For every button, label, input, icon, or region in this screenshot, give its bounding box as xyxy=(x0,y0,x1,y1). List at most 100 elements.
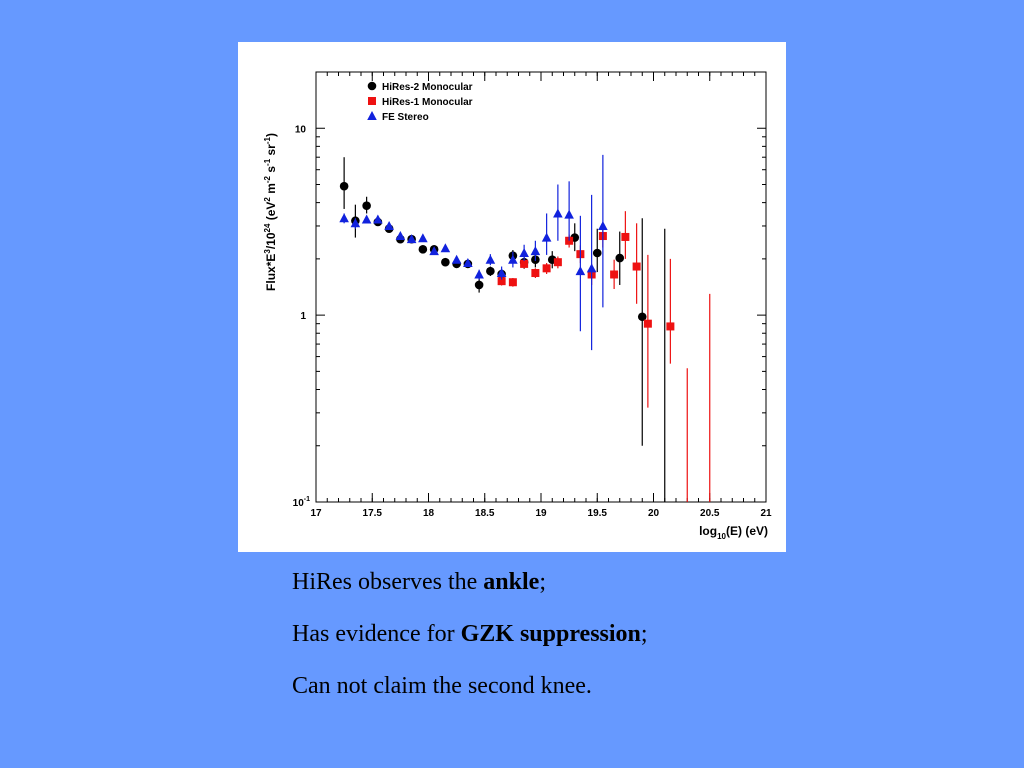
data-point xyxy=(508,278,517,287)
x-axis-title-rest: (E) (eV) xyxy=(726,524,768,538)
data-point xyxy=(610,270,619,279)
x-axis-title-sub: 10 xyxy=(717,532,726,541)
data-point xyxy=(497,277,506,286)
caption-line-2-text: Has evidence for xyxy=(292,621,461,647)
caption-line-1-end: ; xyxy=(539,569,546,595)
series-triangle xyxy=(339,154,608,351)
data-point xyxy=(592,248,602,258)
data-point xyxy=(339,181,349,191)
x-tick-label: 18 xyxy=(423,508,435,519)
data-point xyxy=(418,245,428,254)
data-point xyxy=(586,263,597,273)
y-axis-title: Flux*E3/1024 (eV2 m-2 s-1 sr-1) xyxy=(263,133,278,291)
y-axis-title-part: -2 xyxy=(263,175,272,183)
data-point xyxy=(441,257,450,267)
caption: HiRes observes the ankle; Has evidence f… xyxy=(292,570,648,698)
x-tick-label: 19 xyxy=(535,508,547,519)
y-axis-title-part: (eV xyxy=(264,202,278,224)
data-point xyxy=(575,266,586,276)
data-point xyxy=(598,220,608,230)
y-tick-exponent: -1 xyxy=(304,496,310,503)
data-point xyxy=(440,243,451,253)
data-point xyxy=(519,248,529,258)
caption-line-gzk: Has evidence for GZK suppression; xyxy=(292,622,648,646)
data-point xyxy=(564,209,574,219)
data-point xyxy=(350,218,361,228)
data-point xyxy=(451,254,462,264)
caption-line-2-end: ; xyxy=(640,621,648,647)
x-tick-label: 17.5 xyxy=(363,508,383,519)
legend-marker xyxy=(367,111,377,120)
y-tick-label: 1 xyxy=(300,311,306,322)
y-axis-title-part: ) xyxy=(264,133,278,137)
data-point xyxy=(406,234,417,244)
x-axis-title: log10(E) (eV) xyxy=(699,524,768,541)
caption-line-2-bold: GZK suppression xyxy=(460,621,641,647)
data-point xyxy=(531,269,540,278)
axis-ticks: 17 17.5 18 18.5 19 19.5 20 20.5 21 10 1 10-1 xyxy=(293,71,772,519)
y-tick-label: 10-1 xyxy=(293,496,310,509)
data-point xyxy=(474,280,484,290)
data-point xyxy=(542,264,551,273)
data-point xyxy=(553,258,562,267)
y-axis-title-part: sr xyxy=(264,144,278,159)
y-tick-label: 10 xyxy=(295,124,307,135)
legend-marker xyxy=(367,81,377,91)
series-circle xyxy=(339,157,666,502)
chart-panel: 17 17.5 18 18.5 19 19.5 20 20.5 21 10 1 10-1 HiRes-… xyxy=(238,42,786,552)
x-tick-label: 21 xyxy=(760,508,772,519)
y-axis-title-part: Flux*E xyxy=(264,254,278,291)
caption-line-1-text: HiRes observes the xyxy=(292,569,484,595)
plot-frame xyxy=(315,71,767,503)
data-point xyxy=(530,246,541,256)
x-tick-label: 17 xyxy=(310,508,322,519)
data-point xyxy=(384,220,394,230)
x-tick-label: 19.5 xyxy=(588,508,608,519)
data-series xyxy=(339,154,711,502)
data-point xyxy=(474,269,484,279)
data-point xyxy=(395,231,406,241)
data-point xyxy=(643,319,652,328)
y-axis-title-part: /10 xyxy=(264,232,278,249)
caption-line-1-bold: ankle xyxy=(483,569,540,595)
data-point xyxy=(632,262,641,271)
x-tick-label: 18.5 xyxy=(475,508,495,519)
data-point xyxy=(373,214,383,224)
data-point xyxy=(553,208,563,218)
legend-label: HiRes-2 Monocular xyxy=(382,82,473,93)
y-axis-title-part: -1 xyxy=(263,158,272,166)
caption-line-3-text: Can not claim the second knee. xyxy=(292,673,592,699)
y-axis-title-part: 3 xyxy=(263,249,272,254)
x-axis-title-main: log xyxy=(699,524,717,538)
data-point xyxy=(520,259,529,268)
series-square xyxy=(497,211,711,502)
data-point xyxy=(429,246,439,256)
x-tick-label: 20 xyxy=(648,508,660,519)
data-point xyxy=(463,258,473,268)
data-point xyxy=(508,254,518,264)
legend-label: FE Stereo xyxy=(382,112,429,123)
y-axis-title-part: m xyxy=(264,183,278,197)
data-point xyxy=(637,312,647,322)
x-tick-label: 20.5 xyxy=(700,508,720,519)
data-point xyxy=(621,232,630,241)
data-point xyxy=(486,266,495,276)
data-point xyxy=(418,233,428,243)
y-axis-title-part: 2 xyxy=(263,197,272,202)
data-point xyxy=(362,201,371,211)
data-point xyxy=(496,268,507,278)
data-point xyxy=(615,253,625,263)
legend-label: HiRes-1 Monocular xyxy=(382,97,473,108)
data-point xyxy=(361,214,372,224)
y-axis-title-part: s xyxy=(264,166,278,176)
data-point xyxy=(666,322,675,331)
caption-line-ankle: HiRes observes the ankle; xyxy=(292,570,648,594)
legend: HiRes-2 Monocular HiRes-1 Monocular FE Ste… xyxy=(367,81,473,123)
data-point xyxy=(541,232,552,242)
caption-line-knee: Can not claim the second knee. xyxy=(292,674,648,698)
data-point xyxy=(339,213,349,223)
y-axis-title-part: -1 xyxy=(263,136,272,144)
y-axis-title-part: 24 xyxy=(263,223,272,232)
data-point xyxy=(485,254,496,264)
